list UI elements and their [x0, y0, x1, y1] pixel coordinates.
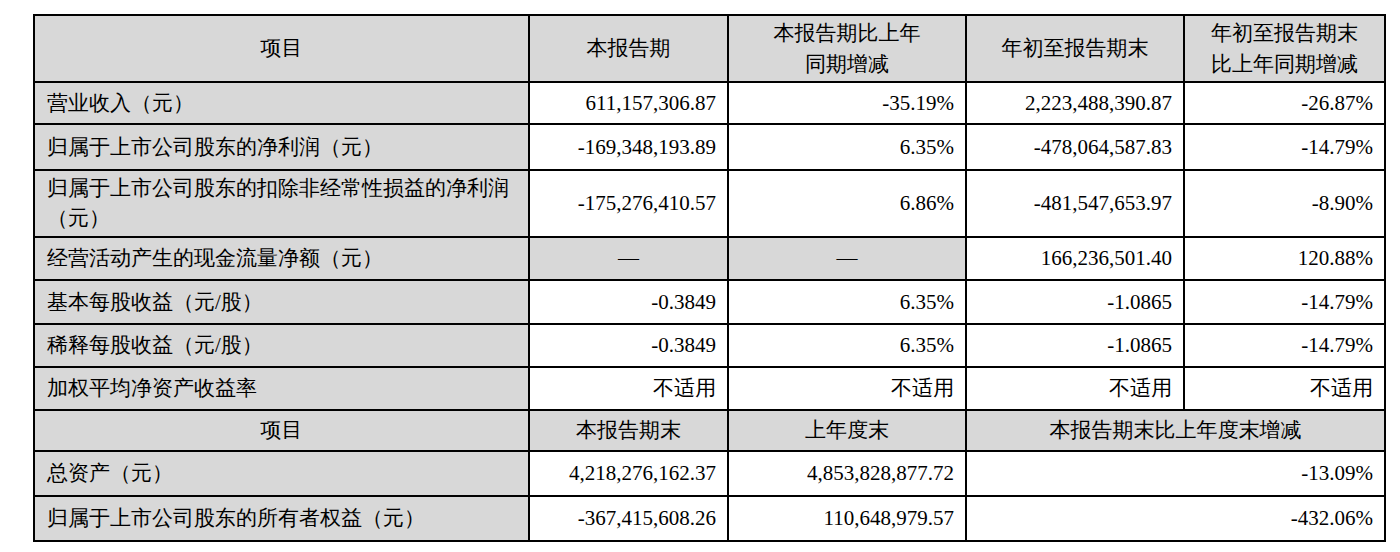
value-cell: -26.87% [1184, 82, 1385, 124]
header-prior-year-end: 上年度末 [728, 410, 966, 451]
value-cell: 4,853,828,877.72 [728, 451, 966, 496]
value-cell: -1.0865 [966, 324, 1184, 367]
header-current-period: 本报告期 [529, 15, 728, 82]
value-cell: 6.35% [728, 124, 966, 170]
value-cell-na-dash: — [728, 237, 966, 280]
value-cell: -1.0865 [966, 280, 1184, 324]
header-item: 项目 [34, 15, 529, 82]
value-cell: -169,348,193.89 [529, 124, 728, 170]
value-cell: -35.19% [728, 82, 966, 124]
value-cell: 120.88% [1184, 237, 1385, 280]
row-label: 归属于上市公司股东的净利润（元） [34, 124, 529, 170]
header-ytd-yoy-text: 年初至报告期末比上年同期增减 [1209, 18, 1361, 79]
value-cell: 不适用 [529, 367, 728, 410]
table-row-equity: 归属于上市公司股东的所有者权益（元） -367,415,608.26 110,6… [34, 496, 1385, 541]
row-label: 总资产（元） [34, 451, 529, 496]
table-row-basic-eps: 基本每股收益（元/股） -0.3849 6.35% -1.0865 -14.79… [34, 280, 1385, 324]
period-header-row: 项目 本报告期 本报告期比上年同期增减 年初至报告期末 年初至报告期末比上年同期… [34, 15, 1385, 82]
period-end-header-row: 项目 本报告期末 上年度末 本报告期末比上年度末增减 [34, 410, 1385, 451]
row-label: 归属于上市公司股东的所有者权益（元） [34, 496, 529, 541]
value-cell: 6.86% [728, 170, 966, 237]
header-period-end-vs-prior: 本报告期末比上年度末增减 [966, 410, 1385, 451]
header-current-period-yoy: 本报告期比上年同期增减 [728, 15, 966, 82]
row-label: 稀释每股收益（元/股） [34, 324, 529, 367]
header-ytd: 年初至报告期末 [966, 15, 1184, 82]
value-cell: 6.35% [728, 280, 966, 324]
financial-summary-table: 项目 本报告期 本报告期比上年同期增减 年初至报告期末 年初至报告期末比上年同期… [33, 14, 1386, 542]
value-cell: 不适用 [728, 367, 966, 410]
row-label: 经营活动产生的现金流量净额（元） [34, 237, 529, 280]
row-label: 归属于上市公司股东的扣除非经常性损益的净利润（元） [34, 170, 529, 237]
table-row-net-profit-excl-nonrecurring: 归属于上市公司股东的扣除非经常性损益的净利润（元） -175,276,410.5… [34, 170, 1385, 237]
header-item: 项目 [34, 410, 529, 451]
table-row-revenue: 营业收入（元） 611,157,306.87 -35.19% 2,223,488… [34, 82, 1385, 124]
table-row-weighted-avg-roe: 加权平均净资产收益率 不适用 不适用 不适用 不适用 [34, 367, 1385, 410]
row-label: 营业收入（元） [34, 82, 529, 124]
value-cell: -481,547,653.97 [966, 170, 1184, 237]
header-period-end: 本报告期末 [529, 410, 728, 451]
value-cell: -432.06% [966, 496, 1385, 541]
value-cell: -0.3849 [529, 324, 728, 367]
value-cell: -14.79% [1184, 124, 1385, 170]
header-ytd-yoy: 年初至报告期末比上年同期增减 [1184, 15, 1385, 82]
table-row-net-profit: 归属于上市公司股东的净利润（元） -169,348,193.89 6.35% -… [34, 124, 1385, 170]
value-cell: -0.3849 [529, 280, 728, 324]
table-row-total-assets: 总资产（元） 4,218,276,162.37 4,853,828,877.72… [34, 451, 1385, 496]
table-row-diluted-eps: 稀释每股收益（元/股） -0.3849 6.35% -1.0865 -14.79… [34, 324, 1385, 367]
value-cell: 不适用 [966, 367, 1184, 410]
value-cell: -367,415,608.26 [529, 496, 728, 541]
value-cell: -13.09% [966, 451, 1385, 496]
value-cell: -14.79% [1184, 280, 1385, 324]
value-cell-na-dash: — [529, 237, 728, 280]
header-current-period-yoy-text: 本报告期比上年同期增减 [771, 18, 923, 79]
value-cell: -14.79% [1184, 324, 1385, 367]
table-row-operating-cash-flow: 经营活动产生的现金流量净额（元） — — 166,236,501.40 120.… [34, 237, 1385, 280]
row-label: 加权平均净资产收益率 [34, 367, 529, 410]
value-cell: -8.90% [1184, 170, 1385, 237]
value-cell: -478,064,587.83 [966, 124, 1184, 170]
value-cell: 6.35% [728, 324, 966, 367]
row-label: 基本每股收益（元/股） [34, 280, 529, 324]
value-cell: 2,223,488,390.87 [966, 82, 1184, 124]
value-cell: -175,276,410.57 [529, 170, 728, 237]
value-cell: 166,236,501.40 [966, 237, 1184, 280]
value-cell: 不适用 [1184, 367, 1385, 410]
value-cell: 4,218,276,162.37 [529, 451, 728, 496]
value-cell: 611,157,306.87 [529, 82, 728, 124]
value-cell: 110,648,979.57 [728, 496, 966, 541]
